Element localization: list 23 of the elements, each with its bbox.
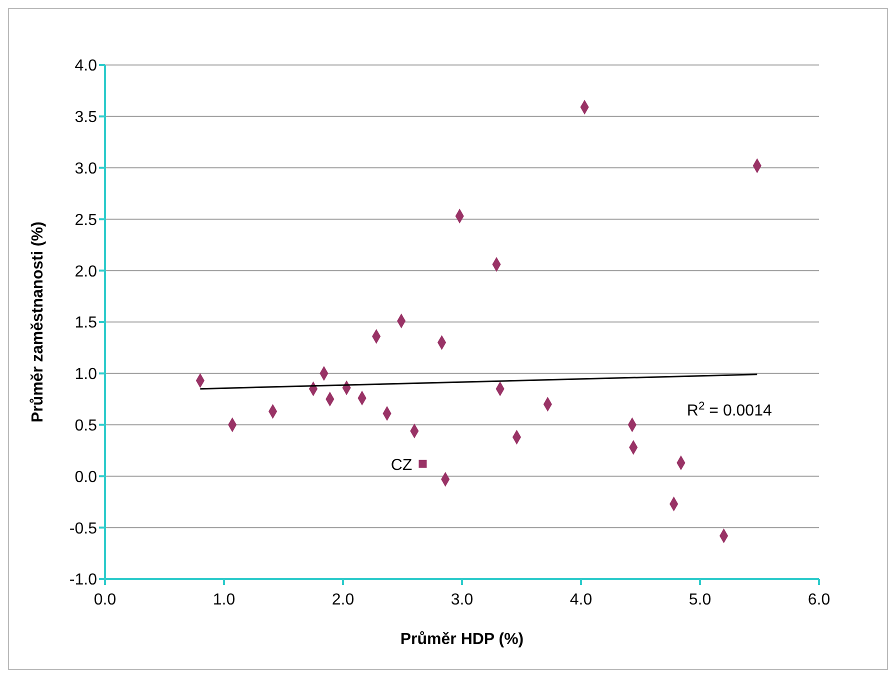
- series-label: CZ: [390, 456, 412, 474]
- x-tick-label: 6.0: [808, 591, 830, 608]
- x-tick-label: 4.0: [570, 591, 592, 608]
- x-tick-label: 5.0: [688, 591, 712, 608]
- y-tick-label: 2.0: [74, 263, 98, 280]
- y-tick-label: 1.0: [74, 366, 98, 384]
- y-tick-label: 2.5: [74, 212, 98, 229]
- y-axis-title: Průměr zaměstnanosti (%): [30, 222, 47, 422]
- point: [418, 460, 427, 468]
- x-axis-title: Průměr HDP (%): [400, 631, 524, 648]
- y-tick-label: 3.0: [74, 160, 98, 178]
- y-tick-label: 0.0: [74, 468, 98, 486]
- y-tick-label: 0.5: [74, 417, 98, 434]
- y-tick-label: -0.5: [69, 520, 98, 538]
- y-tick-label: 3.5: [74, 109, 98, 126]
- y-tick-label: 4.0: [74, 58, 98, 75]
- x-tick-label: 3.0: [450, 591, 474, 608]
- x-tick-label: 0.0: [94, 591, 116, 608]
- annotation: R$^{2}$ = 0.0014: [686, 400, 772, 420]
- x-tick-label: 1.0: [212, 591, 236, 608]
- y-tick-label: -1.0: [69, 572, 98, 589]
- x-tick-label: 2.0: [332, 591, 354, 608]
- y-tick-label: 1.5: [74, 314, 98, 332]
